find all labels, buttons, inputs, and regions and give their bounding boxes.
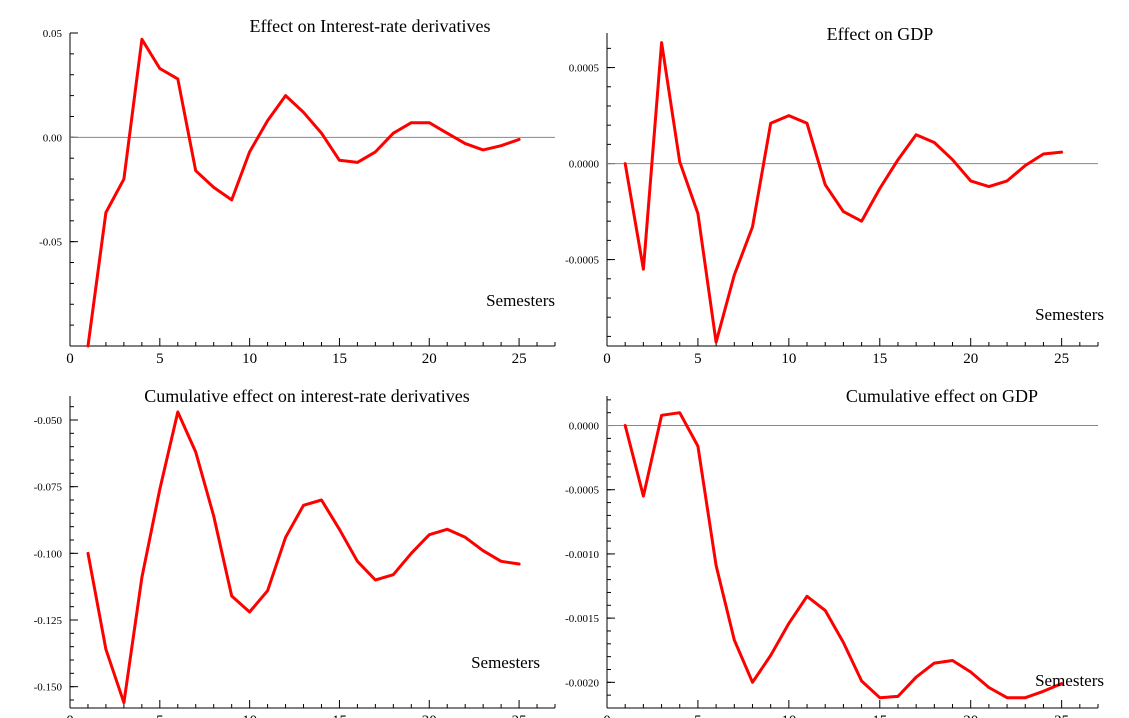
- x-tick-label: 25: [512, 713, 527, 718]
- y-tick-label: 0.0000: [569, 421, 600, 433]
- x-tick-label: 0: [603, 713, 611, 718]
- y-tick-label: -0.0005: [565, 255, 599, 267]
- y-tick-label: -0.075: [34, 482, 63, 494]
- y-tick-label: -0.0010: [565, 549, 599, 561]
- x-tick-label: 15: [332, 713, 347, 718]
- x-axis-label: Semesters: [486, 291, 555, 310]
- x-tick-label: 10: [242, 713, 257, 718]
- y-tick-label: -0.0015: [565, 613, 599, 625]
- x-tick-label: 5: [156, 351, 164, 367]
- y-tick-label: -0.125: [34, 615, 63, 627]
- x-tick-label: 20: [963, 351, 978, 367]
- x-tick-label: 0: [603, 351, 611, 367]
- chart-panel-2: 0 5 10 15 20 25 -0.0005 0.0000 0.0005 Effect on G…: [565, 24, 1104, 367]
- series-line: [623, 41, 1064, 344]
- chart-panel-3: 0 5 10 15 20 25 -0.150 -0.125 -0.100 -0.075 -0.050…: [34, 386, 556, 718]
- x-tick-label: 20: [422, 351, 437, 367]
- x-tick-label: 15: [872, 713, 887, 718]
- y-tick-label: 0.00: [43, 132, 63, 144]
- y-tick-label: -0.0005: [565, 485, 599, 497]
- y-tick-label: -0.050: [34, 415, 63, 427]
- x-tick-label: 0: [66, 351, 74, 367]
- series-line: [86, 37, 521, 348]
- x-axis-label: Semesters: [1035, 671, 1104, 690]
- x-tick-label: 10: [242, 351, 257, 367]
- chart-panel-1: 0 5 10 15 20 25 -0.05 0.00 0.05 Effect on Interes…: [39, 16, 556, 367]
- chart-title: Cumulative effect on interest-rate deriv…: [144, 386, 470, 406]
- chart-title: Effect on GDP: [827, 24, 934, 44]
- x-tick-label: 25: [512, 351, 527, 367]
- y-tick-label: -0.05: [39, 237, 62, 249]
- chart-panel-4: 0 5 10 15 20 25 -0.0020 -0.0015 -0.0010 -0.0005 0.…: [565, 386, 1104, 718]
- x-tick-label: 20: [422, 713, 437, 718]
- series-line: [86, 410, 521, 705]
- x-tick-label: 5: [694, 713, 702, 718]
- x-axis-label: Semesters: [471, 653, 540, 672]
- x-tick-label: 15: [332, 351, 347, 367]
- x-tick-label: 15: [872, 351, 887, 367]
- x-axis-label: Semesters: [1035, 305, 1104, 324]
- y-tick-label: -0.150: [34, 682, 63, 694]
- chart-title: Cumulative effect on GDP: [846, 386, 1038, 406]
- x-tick-label: 0: [66, 713, 74, 718]
- y-tick-label: 0.0005: [569, 63, 600, 75]
- series-line: [623, 411, 1064, 700]
- x-tick-label: 20: [963, 713, 978, 718]
- x-tick-label: 25: [1054, 713, 1069, 718]
- y-tick-label: -0.0020: [565, 677, 599, 689]
- y-tick-label: -0.100: [34, 548, 63, 560]
- y-tick-label: 0.05: [43, 28, 63, 40]
- x-tick-label: 5: [694, 351, 702, 367]
- x-tick-label: 10: [781, 351, 796, 367]
- y-tick-label: 0.0000: [569, 159, 600, 171]
- chart-title: Effect on Interest-rate derivatives: [249, 16, 490, 36]
- x-tick-label: 10: [781, 713, 796, 718]
- x-tick-label: 25: [1054, 351, 1069, 367]
- x-tick-label: 5: [156, 713, 164, 718]
